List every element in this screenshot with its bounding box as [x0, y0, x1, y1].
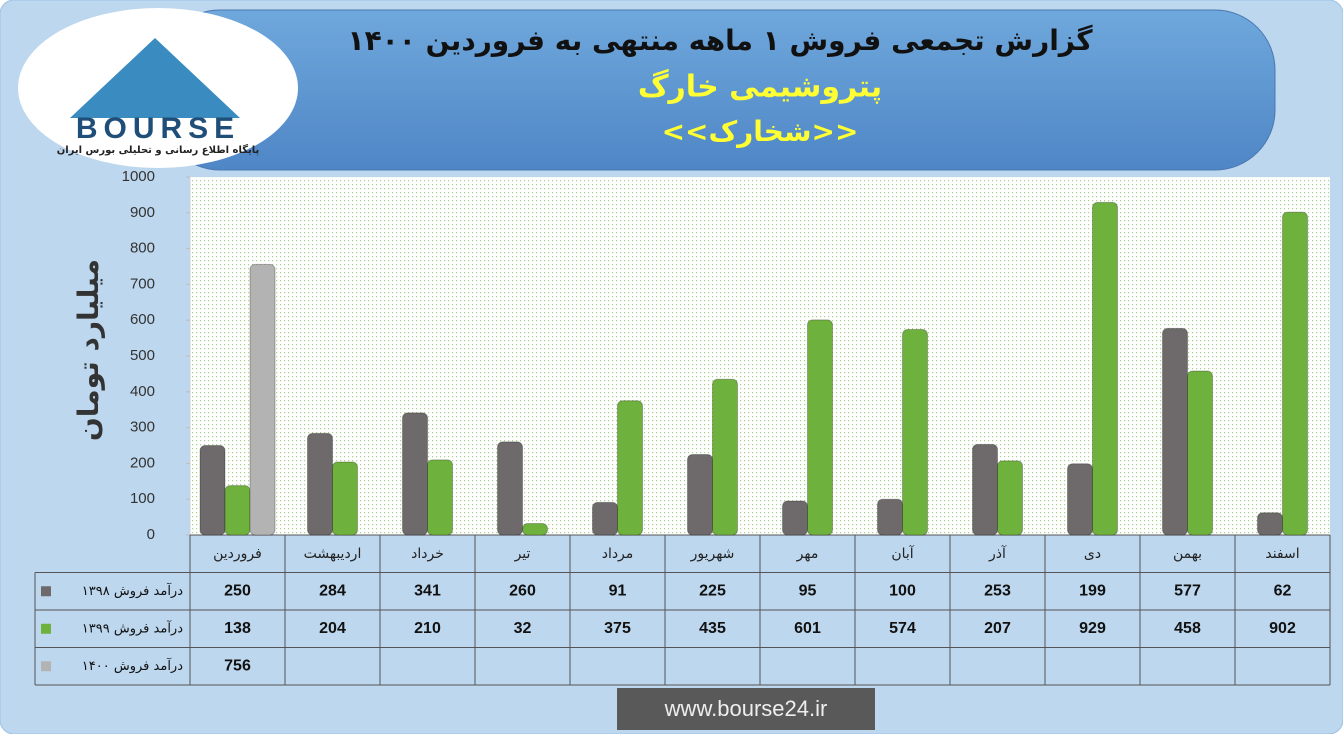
bar [997, 460, 1023, 536]
bar [307, 432, 333, 536]
category-label: مهر [796, 546, 819, 562]
category-label: مرداد [602, 546, 634, 562]
legend-label: درآمد فروش ۱۳۹۹ [82, 619, 183, 636]
table-cell: 574 [889, 620, 916, 637]
chart-subtitle: پتروشیمی خارگ [638, 69, 882, 105]
category-label: شهریور [690, 546, 735, 562]
table-cell: 375 [604, 620, 631, 637]
bar [427, 459, 453, 536]
logo-name: BOURSE [76, 112, 240, 145]
category-label: بهمن [1173, 546, 1202, 562]
table-cell: 250 [224, 582, 251, 599]
bar [224, 485, 251, 536]
y-tick-label: 1000 [122, 168, 155, 185]
y-tick-label: 0 [147, 526, 155, 543]
y-tick-label: 200 [130, 454, 155, 471]
table-cell: 341 [414, 582, 441, 599]
bar [1257, 512, 1283, 536]
table-cell: 207 [984, 620, 1011, 637]
bar [199, 445, 226, 536]
table-cell: 138 [224, 620, 251, 637]
table-cell: 204 [319, 620, 346, 637]
table-cell: 91 [609, 582, 627, 599]
legend-label: درآمد فروش ۱۴۰۰ [82, 657, 183, 674]
category-label: دی [1084, 546, 1101, 562]
legend-swatch [41, 623, 51, 634]
category-label: آذر [988, 545, 1007, 562]
y-tick-label: 800 [130, 240, 155, 257]
y-tick-label: 400 [130, 383, 155, 400]
legend-swatch [41, 661, 51, 672]
bar [687, 453, 713, 536]
category-label: اردیبهشت [304, 546, 362, 562]
legend-label: درآمد فروش ۱۳۹۸ [82, 582, 183, 599]
bar [332, 461, 358, 536]
table-cell: 210 [414, 620, 441, 637]
table-cell: 458 [1174, 620, 1201, 637]
bar [1187, 370, 1213, 536]
table-cell: 199 [1079, 582, 1106, 599]
bar [1162, 327, 1188, 536]
category-label: تیر [514, 546, 531, 562]
category-label: آبان [891, 545, 914, 562]
bar [807, 319, 833, 536]
chart-title: گزارش تجمعی فروش ۱ ماهه منتهی به فروردین… [348, 24, 1094, 57]
y-tick-label: 300 [130, 419, 155, 436]
y-tick-label: 700 [130, 275, 155, 292]
category-label: خرداد [411, 546, 444, 562]
bar [249, 263, 276, 536]
bar [902, 329, 928, 536]
bar [1092, 201, 1118, 536]
y-tick-label: 500 [130, 347, 155, 364]
table-cell: 260 [509, 582, 536, 599]
bar [972, 443, 998, 536]
bar [592, 501, 618, 536]
bar [877, 498, 903, 536]
bar [1282, 211, 1308, 536]
category-label: فروردین [213, 546, 262, 562]
table-cell: 32 [514, 620, 532, 637]
logo-tagline: پایگاه اطلاع رسانی و تحلیلی بورس ایران [57, 143, 260, 156]
bar [617, 400, 643, 536]
table-cell: 577 [1174, 582, 1201, 599]
table-cell: 100 [889, 582, 916, 599]
y-tick-label: 100 [130, 490, 155, 507]
bar [782, 500, 808, 536]
y-tick-label: 900 [130, 204, 155, 221]
table-cell: 435 [699, 620, 726, 637]
table-cell: 284 [319, 582, 346, 599]
table-cell: 225 [699, 582, 726, 599]
table-cell: 756 [224, 657, 251, 674]
y-axis-label: میلیارد تومان [72, 259, 105, 441]
bar [1067, 463, 1093, 536]
footer-box [617, 688, 875, 730]
category-label: اسفند [1265, 546, 1299, 562]
bar [402, 412, 428, 536]
ticker: <<شخارک>> [662, 115, 859, 148]
table-cell: 253 [984, 582, 1011, 599]
bar [497, 441, 523, 536]
bar [522, 523, 548, 536]
table-cell: 62 [1274, 582, 1292, 599]
footer-url: www.bourse24.ir [664, 696, 828, 721]
logo-shape [70, 38, 240, 118]
bar [712, 378, 738, 536]
table-cell: 95 [799, 582, 817, 599]
table-cell: 902 [1269, 620, 1296, 637]
table-cell: 929 [1079, 620, 1106, 637]
table-cell: 601 [794, 620, 821, 637]
legend-swatch [41, 586, 51, 597]
y-tick-label: 600 [130, 311, 155, 328]
plot-area [190, 177, 1330, 535]
